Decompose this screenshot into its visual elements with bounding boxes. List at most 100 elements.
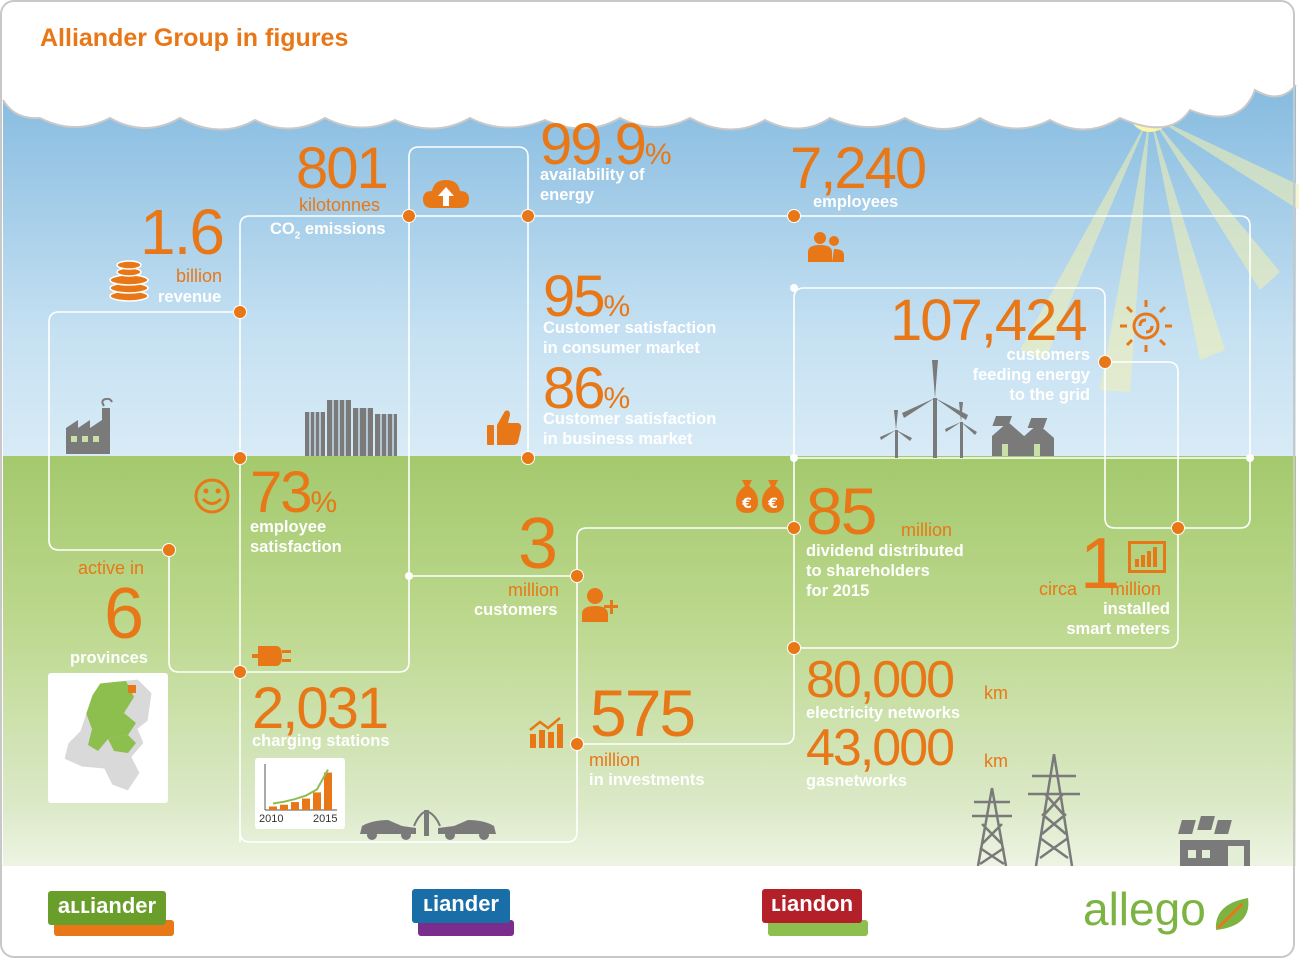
connector-dot	[521, 451, 535, 465]
connector-dot	[1171, 521, 1185, 535]
charging-chart	[264, 764, 337, 811]
electricity-unit: km	[984, 683, 1008, 703]
allego-logo: allego	[1083, 883, 1206, 935]
availability-label-2: energy	[540, 186, 595, 204]
meters-label-2: smart meters	[1066, 620, 1170, 638]
sun-cycle-icon	[1120, 300, 1172, 352]
smiley-icon	[194, 478, 230, 514]
employees-label: employees	[813, 193, 899, 211]
allego-leaf-icon	[1215, 898, 1249, 930]
junction-dot	[405, 572, 413, 580]
dividend-unit: million	[901, 520, 953, 540]
wind-turbines-icon	[880, 360, 977, 458]
money-bags-icon: € €	[736, 480, 784, 513]
connector-dot	[787, 209, 801, 223]
add-user-icon	[582, 588, 618, 622]
charging-label: charging stations	[252, 732, 390, 750]
business-label-1: Customer satisfaction	[543, 410, 717, 428]
grass-background	[3, 456, 1296, 866]
junction-dot	[790, 284, 798, 292]
meters-pre: circa	[1039, 579, 1078, 599]
investments-unit: million	[589, 750, 641, 770]
junction-dot	[790, 454, 798, 462]
liander-logo-bar	[418, 920, 514, 936]
provinces-value: 6	[104, 574, 144, 654]
chart-year-start: 2010	[259, 813, 284, 825]
clouds	[2, 0, 1297, 131]
connector-dot	[787, 641, 801, 655]
dividend-label-3: for 2015	[806, 582, 870, 600]
connector-dot	[521, 209, 535, 223]
gas-label: gasnetworks	[806, 772, 907, 790]
provinces-label: provinces	[70, 649, 148, 667]
employees-value: 7,240	[790, 136, 927, 201]
customers-value: 3	[518, 504, 558, 584]
connector-dot	[570, 737, 584, 751]
provinces-pre: active in	[78, 558, 145, 578]
growth-chart-icon	[529, 717, 563, 748]
connector-dot	[402, 209, 416, 223]
emp-sat-label-1: employee	[250, 518, 327, 536]
revenue-label: revenue	[158, 288, 222, 306]
revenue-unit: billion	[176, 266, 223, 286]
co2-label: CO2 emissions	[270, 220, 386, 242]
netherlands-map	[63, 678, 153, 792]
alliander-logo: aʟʟiander	[48, 891, 166, 925]
city-buildings-icon	[305, 400, 397, 456]
gas-value: 43,000	[806, 719, 955, 777]
thumbs-up-icon	[487, 410, 522, 445]
liandon-logo: ʟiandon	[762, 889, 862, 923]
connector-dot	[570, 569, 584, 583]
business-value: 86%	[543, 356, 631, 421]
liander-logo: ʟiander	[412, 889, 510, 923]
charging-chart-card: 2010 2015	[255, 758, 345, 829]
co2-value: 801	[296, 136, 389, 201]
people-icon	[808, 232, 844, 262]
dividend-value: 85	[806, 474, 877, 548]
solar-building-icon	[1178, 816, 1250, 866]
co2-unit: kilotonnes	[299, 195, 381, 215]
feeding-value: 107,424	[890, 288, 1088, 353]
dividend-label-1: dividend distributed	[806, 542, 964, 560]
gas-unit: km	[984, 751, 1008, 771]
chart-bar	[324, 772, 332, 810]
revenue-value: 1.6	[140, 196, 225, 268]
customers-label: customers	[474, 601, 558, 619]
investments-label: in investments	[589, 771, 705, 789]
chart-bar	[269, 806, 277, 810]
chart-year-end: 2015	[313, 813, 338, 825]
chart-bar	[291, 802, 299, 810]
solar-houses-icon	[992, 416, 1054, 456]
svg-text:€: €	[767, 496, 778, 512]
coins-icon	[109, 260, 149, 302]
chart-bar	[280, 804, 288, 810]
electricity-value: 80,000	[806, 651, 955, 709]
charging-value: 2,031	[252, 676, 389, 741]
meters-label-1: installed	[1103, 600, 1170, 618]
consumer-label-1: Customer satisfaction	[543, 319, 717, 337]
connector-dot	[787, 521, 801, 535]
page-title: Alliander Group in figures	[40, 24, 349, 52]
cloud-upload-icon	[423, 180, 469, 208]
connector-dot	[233, 451, 247, 465]
availability-label-1: availability of	[540, 166, 645, 184]
meters-value: 1	[1080, 524, 1120, 604]
availability-value: 99.9%	[540, 112, 672, 177]
connector-dot	[162, 543, 176, 557]
chart-bar	[313, 792, 321, 810]
dividend-label-2: to shareholders	[806, 562, 930, 580]
power-pylons-icon	[972, 754, 1080, 866]
smart-meter-icon	[1128, 541, 1166, 573]
customers-unit: million	[508, 580, 560, 600]
electricity-label: electricity networks	[806, 704, 961, 722]
plug-icon	[252, 646, 291, 666]
consumer-value: 95%	[543, 264, 631, 329]
meters-unit: million	[1110, 579, 1162, 599]
svg-text:€: €	[741, 496, 752, 512]
connector-dot	[1098, 355, 1112, 369]
business-label-2: in business market	[543, 430, 693, 448]
feeding-label-2: feeding energy	[972, 366, 1090, 384]
investments-value: 575	[590, 676, 696, 750]
